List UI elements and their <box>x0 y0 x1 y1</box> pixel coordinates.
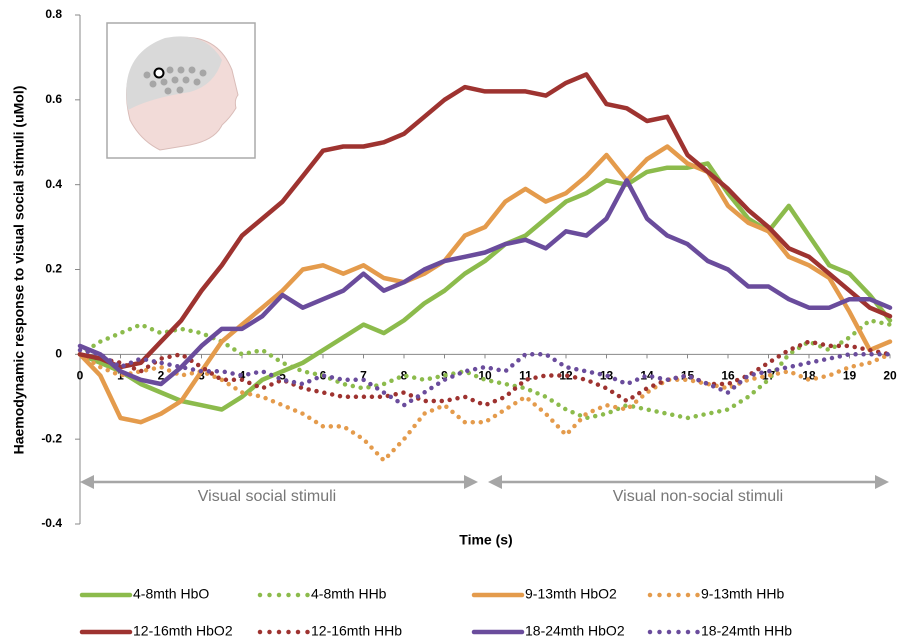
x-tick-label: 11 <box>519 369 532 383</box>
y-axis-title: Haemodynamic response to visual social s… <box>11 86 27 455</box>
series-line <box>77 347 893 408</box>
x-tick-label: 8 <box>401 369 408 383</box>
legend-label: 12-16mth HHb <box>311 623 402 639</box>
x-tick-label: 2 <box>158 369 165 383</box>
legend-label: 18-24mth HbO2 <box>525 623 625 639</box>
x-tick-label: 3 <box>198 369 205 383</box>
inset-head <box>106 22 256 159</box>
x-tick-label: 5 <box>279 369 286 383</box>
series-line <box>77 161 893 412</box>
series-line <box>77 178 893 387</box>
y-tick-label: 0.4 <box>45 177 62 191</box>
x-tick-label: 7 <box>360 369 367 383</box>
legend-label: 9-13mth HbO2 <box>525 586 617 602</box>
series-line <box>77 352 893 463</box>
legend-label: 4-8mth HHb <box>311 586 387 602</box>
x-axis-title: Time (s) <box>459 532 512 548</box>
x-tick-label: 18 <box>802 369 816 383</box>
annotation: Visual social stimuli <box>198 488 336 505</box>
x-tick-label: 0 <box>77 369 84 383</box>
legend-label: 9-13mth HHb <box>701 586 784 602</box>
x-tick-label: 16 <box>721 369 735 383</box>
y-tick-label: 0 <box>55 347 62 361</box>
series-line <box>77 144 893 425</box>
legend-label: 4-8mth HbO <box>133 586 209 602</box>
x-tick-label: 20 <box>883 369 897 383</box>
legend-label: 12-16mth HbO2 <box>133 623 233 639</box>
annotation-arrows <box>80 475 889 489</box>
legend-label: 18-24mth HHb <box>701 623 792 639</box>
series-line <box>77 318 893 421</box>
y-tick-label: 0.6 <box>45 92 62 106</box>
y-tick-label: -0.4 <box>41 516 62 530</box>
y-tick-label: -0.2 <box>41 431 62 445</box>
y-tick-label: 0.8 <box>45 7 62 21</box>
y-tick-label: 0.2 <box>45 262 62 276</box>
annotation: Visual non-social stimuli <box>613 488 783 505</box>
x-tick-label: 19 <box>843 369 857 383</box>
x-tick-label: 14 <box>640 369 654 383</box>
series-line <box>77 72 893 370</box>
